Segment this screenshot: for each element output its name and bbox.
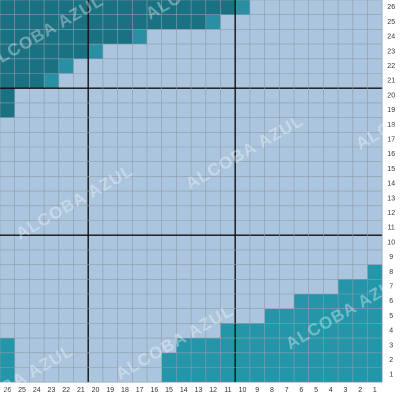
row-label: 14 [387,181,395,188]
row-label: 24 [387,34,395,41]
column-label: 23 [48,387,56,394]
column-label: 26 [3,387,11,394]
column-label: 19 [106,387,114,394]
teal-cells [161,367,383,383]
dark-cells [0,88,15,103]
row-label: 5 [389,313,393,320]
column-label: 7 [285,387,289,394]
teal-cells [367,264,383,280]
column-label: 25 [18,387,26,394]
teal-cells [161,352,383,368]
row-label: 18 [387,122,395,129]
column-label: 10 [239,387,247,394]
teal-cells [0,352,15,368]
labels: 26 25 24 23 22 21 20 19 18 17 16 15 14 13 12 11 10 9 8 7 6 5 4… [3,4,395,394]
column-label: 17 [136,387,144,394]
dark-cells [0,102,15,118]
edge-cell [88,44,103,59]
column-label: 4 [329,387,333,394]
teal-cells [338,279,383,294]
row-label: 23 [387,48,395,55]
teal-cells [0,367,15,383]
column-label: 13 [195,387,203,394]
column-label: 18 [121,387,129,394]
dark-cells [0,73,45,89]
teal-cells [220,323,383,339]
column-label: 15 [165,387,173,394]
row-label: 2 [389,357,393,364]
column-label: 20 [92,387,100,394]
row-label: 22 [387,63,395,70]
row-label: 17 [387,136,395,143]
column-label: 16 [150,387,158,394]
teal-cells [0,338,15,353]
column-label: 24 [33,387,41,394]
row-label: 10 [387,239,395,246]
row-label: 6 [389,298,393,305]
column-label: 5 [314,387,318,394]
grid [0,0,383,383]
column-label: 12 [209,387,217,394]
column-label: 8 [270,387,274,394]
column-label: 2 [358,387,362,394]
row-label: 20 [387,92,395,99]
row-label: 8 [389,269,393,276]
edge-cell [58,58,74,74]
row-label: 13 [387,195,395,202]
edge-cell [205,14,221,30]
column-label: 6 [299,387,303,394]
row-label: 12 [387,210,395,217]
column-label: 21 [77,387,85,394]
row-label: 4 [389,328,393,335]
row-label: 25 [387,19,395,26]
column-label: 22 [62,387,70,394]
edge-cell [44,73,59,89]
column-label: 1 [373,387,377,394]
row-label: 3 [389,342,393,349]
column-label: 14 [180,387,188,394]
edge-cell [15,88,30,103]
edge-cell [132,29,147,45]
column-label: 9 [255,387,259,394]
row-label: 9 [389,254,393,261]
row-label: 1 [389,372,393,379]
row-label: 11 [388,225,395,232]
row-label: 21 [387,78,395,85]
column-label: 3 [343,387,347,394]
edge-cell [15,103,30,118]
row-label: 16 [387,151,395,158]
column-label: 11 [224,387,231,394]
edge-cell [235,0,250,15]
row-label: 26 [387,4,395,11]
row-label: 7 [389,283,393,290]
row-label: 19 [387,107,395,114]
row-label: 15 [387,166,395,173]
dark-cells [0,29,133,45]
